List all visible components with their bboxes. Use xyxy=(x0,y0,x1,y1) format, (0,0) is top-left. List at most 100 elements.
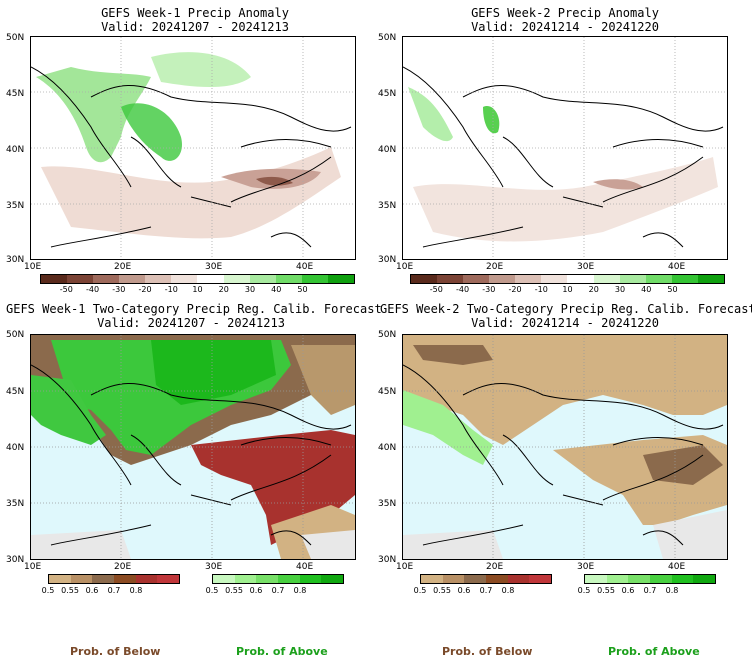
p4-lon-40e: 40E xyxy=(668,562,686,572)
p1-lat-35n: 35N xyxy=(6,201,25,211)
p1-anomaly-swatch-3 xyxy=(119,275,146,283)
p1-lat-50n: 50N xyxy=(6,33,25,43)
p4-lat-30n: 30N xyxy=(378,555,397,565)
p4-prob-below-colorbar xyxy=(420,574,552,584)
p3-lat-40n: 40N xyxy=(6,443,25,453)
p1-lon-40e: 40E xyxy=(296,262,314,272)
p1-lat-30n: 30N xyxy=(6,255,25,265)
p3-lat-30n: 30N xyxy=(6,555,25,565)
p4-above-swatch-1 xyxy=(606,575,629,583)
colorbar-label: -20 xyxy=(138,285,152,294)
p1-anomaly-swatch-9 xyxy=(275,275,302,283)
p2-anomaly-swatch-9 xyxy=(645,275,672,283)
p4-below-swatch-5 xyxy=(529,575,552,583)
p3-lat-50n: 50N xyxy=(6,330,25,340)
p1-anomaly-swatch-0 xyxy=(41,275,68,283)
colorbar-label: 0.8 xyxy=(129,586,143,595)
panel4-title: GEFS Week-2 Two-Category Precip Reg. Cal… xyxy=(380,302,752,330)
panel4-map xyxy=(402,334,728,560)
colorbar-label: 0.7 xyxy=(643,586,657,595)
panel1-title-line2: Valid: 20241207 - 20241213 xyxy=(101,20,289,34)
colorbar-label: 0.7 xyxy=(107,586,121,595)
p2-anomaly-swatch-6 xyxy=(567,275,594,283)
colorbar-label: 10 xyxy=(192,285,203,294)
p1-anomaly-swatch-2 xyxy=(93,275,120,283)
p2-lon-40e: 40E xyxy=(668,262,686,272)
colorbar-label: 0.5 xyxy=(577,586,591,595)
colorbar-label: 0.8 xyxy=(501,586,515,595)
p2-lat-30n: 30N xyxy=(378,255,397,265)
colorbar-label: -10 xyxy=(534,285,548,294)
p2-lat-45n: 45N xyxy=(378,89,397,99)
p1-lon-30e: 30E xyxy=(205,262,223,272)
colorbar-label: 40 xyxy=(271,285,282,294)
p4-lat-40n: 40N xyxy=(378,443,397,453)
panel3-title: GEFS Week-1 Two-Category Precip Reg. Cal… xyxy=(6,302,382,330)
p4-above-swatch-5 xyxy=(693,575,716,583)
p3-lon-10e: 10E xyxy=(24,562,42,572)
colorbar-label: 0.5 xyxy=(205,586,219,595)
colorbar-label: 30 xyxy=(244,285,256,294)
p3-below-swatch-4 xyxy=(135,575,158,583)
p3-above-swatch-2 xyxy=(256,575,279,583)
p2-anomaly-swatch-3 xyxy=(489,275,516,283)
p3-lon-20e: 20E xyxy=(114,562,132,572)
panel3-title-line2: Valid: 20241207 - 20241213 xyxy=(97,316,285,330)
p1-lat-40n: 40N xyxy=(6,145,25,155)
colorbar-label: 0.6 xyxy=(249,586,263,595)
p4-lon-10e: 10E xyxy=(396,562,414,572)
p3-prob-below-colorbar xyxy=(48,574,180,584)
p4-below-swatch-4 xyxy=(507,575,530,583)
colorbar-label: -30 xyxy=(482,285,496,294)
colorbar-label: -50 xyxy=(429,285,443,294)
p3-above-swatch-1 xyxy=(234,575,257,583)
p2-anomaly-swatch-0 xyxy=(411,275,438,283)
p4-below-swatch-2 xyxy=(464,575,487,583)
p2-lon-10e: 10E xyxy=(396,262,414,272)
colorbar-label: 50 xyxy=(667,285,678,294)
colorbar-label: -20 xyxy=(508,285,522,294)
p2-anomaly-swatch-7 xyxy=(593,275,620,283)
p4-above-swatch-4 xyxy=(671,575,694,583)
colorbar-label: 0.5 xyxy=(41,586,55,595)
panel1-title-line1: GEFS Week-1 Precip Anomaly xyxy=(101,6,289,20)
p1-lon-20e: 20E xyxy=(114,262,132,272)
p4-above-swatch-0 xyxy=(585,575,607,583)
p1-anomaly-swatch-7 xyxy=(223,275,250,283)
p1-anomaly-swatch-11 xyxy=(327,275,354,283)
p2-anomaly-swatch-11 xyxy=(697,275,724,283)
p4-lat-50n: 50N xyxy=(378,330,397,340)
panel2-map xyxy=(402,36,728,260)
p1-lon-10e: 10E xyxy=(24,262,42,272)
p1-anomaly-swatch-1 xyxy=(67,275,94,283)
p1-anomaly-swatch-10 xyxy=(301,275,328,283)
p3-below-swatch-3 xyxy=(114,575,136,583)
p1-anomaly-swatch-5 xyxy=(171,275,198,283)
colorbar-label: 0.5 xyxy=(413,586,427,595)
colorbar-label: 0.6 xyxy=(85,586,99,595)
p4-lon-30e: 30E xyxy=(577,562,595,572)
colorbar-label: 0.6 xyxy=(621,586,635,595)
p2-anomaly-swatch-10 xyxy=(671,275,698,283)
p4-below-swatch-0 xyxy=(421,575,443,583)
colorbar-label: -40 xyxy=(455,285,470,294)
p3-lat-35n: 35N xyxy=(6,499,25,509)
p2-anomaly-swatch-2 xyxy=(463,275,490,283)
panel3-map xyxy=(30,334,356,560)
p4-above-swatch-2 xyxy=(628,575,651,583)
colorbar-label: 0.55 xyxy=(225,586,243,595)
panel1-map xyxy=(30,36,356,260)
p1-anomaly-swatch-8 xyxy=(249,275,276,283)
p4-above-swatch-3 xyxy=(650,575,672,583)
p4-lat-45n: 45N xyxy=(378,387,397,397)
legend-prob-above-left: Prob. of Above xyxy=(236,645,328,658)
colorbar-label: 0.8 xyxy=(665,586,679,595)
colorbar-label: -30 xyxy=(112,285,126,294)
legend-prob-below-left: Prob. of Below xyxy=(70,645,161,658)
p2-lat-35n: 35N xyxy=(378,201,397,211)
p2-lat-50n: 50N xyxy=(378,33,397,43)
p1-anomaly-colorbar xyxy=(40,274,355,284)
p3-lat-45n: 45N xyxy=(6,387,25,397)
panel2-title-line1: GEFS Week-2 Precip Anomaly xyxy=(471,6,659,20)
p3-below-swatch-1 xyxy=(70,575,93,583)
